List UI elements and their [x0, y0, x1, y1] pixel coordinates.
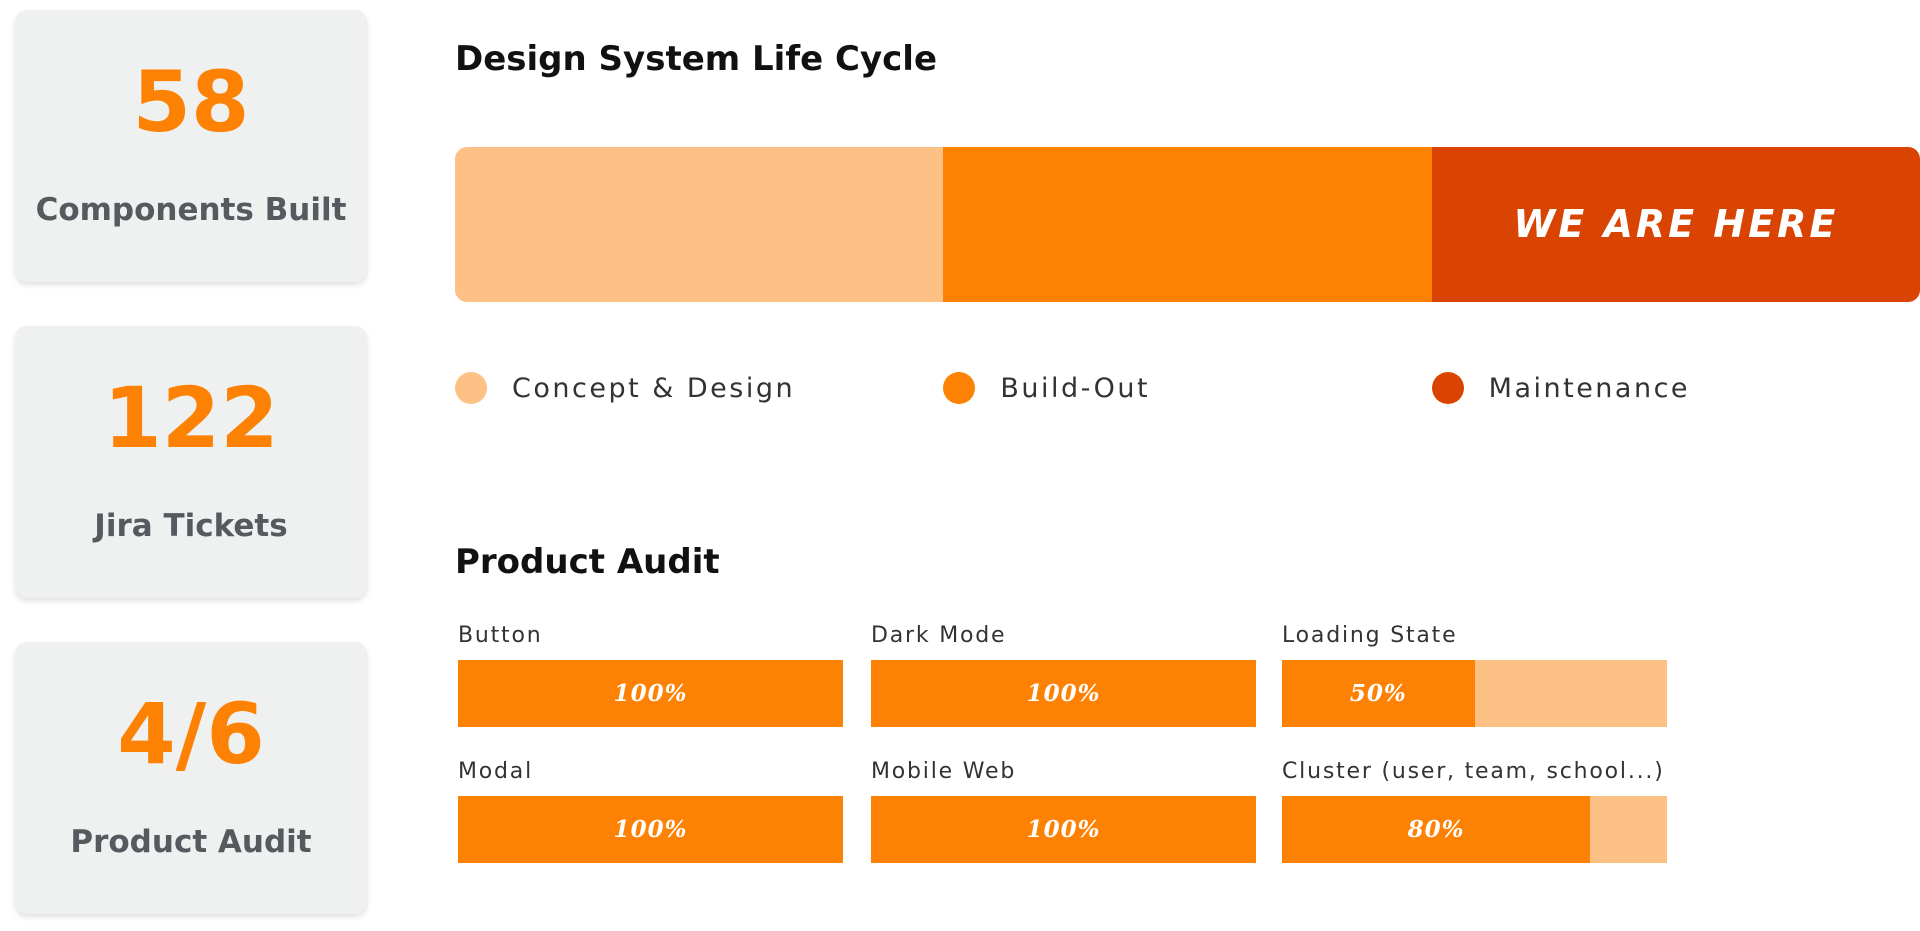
- stat-value: 122: [103, 369, 279, 467]
- audit-track: 100%: [458, 796, 843, 863]
- audit-value-label: 80%: [1407, 816, 1465, 843]
- current-stage-annotation: WE ARE HERE: [1513, 202, 1839, 246]
- audit-label: Cluster (user, team, school...): [1282, 759, 1665, 784]
- audit-label: Dark Mode: [871, 623, 1007, 648]
- stat-card: 122 Jira Tickets: [15, 326, 367, 598]
- stat-card: 58 Components Built: [15, 10, 367, 282]
- audit-bar: 100%: [871, 796, 1256, 863]
- lifecycle-bar: WE ARE HERE: [455, 147, 1920, 302]
- audit-value-label: 100%: [613, 816, 688, 843]
- audit-track: 50%: [1282, 660, 1667, 727]
- legend-dot: [943, 372, 976, 404]
- stat-label: Product Audit: [70, 824, 312, 860]
- audit-value-label: 50%: [1349, 680, 1407, 707]
- legend-dot: [1431, 372, 1464, 404]
- lifecycle-segment: [455, 147, 945, 302]
- audit-bar: 100%: [458, 660, 843, 727]
- audit-label: Modal: [458, 759, 533, 784]
- stat-value: 58: [132, 53, 250, 151]
- stat-label: Components Built: [35, 192, 347, 228]
- legend-dot: [455, 372, 487, 404]
- audit-value-label: 100%: [1026, 816, 1101, 843]
- audit-label: Mobile Web: [871, 759, 1017, 784]
- audit-track: 100%: [871, 660, 1256, 727]
- audit-bar: 50%: [1282, 660, 1475, 727]
- stat-label: Jira Tickets: [94, 508, 288, 544]
- audit-bar: 100%: [871, 660, 1256, 727]
- legend-label: Concept & Design: [512, 373, 796, 404]
- audit-value-label: 100%: [613, 680, 688, 707]
- audit-label: Loading State: [1282, 623, 1458, 648]
- stat-value: 4/6: [117, 685, 265, 783]
- audit-bar: 80%: [1282, 796, 1590, 863]
- audit-track: 100%: [458, 660, 843, 727]
- audit-label: Button: [458, 623, 543, 648]
- stat-card: 4/6 Product Audit: [15, 642, 367, 914]
- lifecycle-segment: [943, 147, 1433, 302]
- audit-track: 100%: [871, 796, 1256, 863]
- audit-track: 80%: [1282, 796, 1667, 863]
- legend-label: Maintenance: [1488, 373, 1691, 404]
- audit-title: Product Audit: [455, 542, 720, 582]
- audit-bar: 100%: [458, 796, 843, 863]
- audit-value-label: 100%: [1026, 680, 1101, 707]
- lifecycle-title: Design System Life Cycle: [455, 39, 938, 79]
- lifecycle-segment: WE ARE HERE: [1431, 147, 1920, 302]
- legend-label: Build-Out: [1000, 373, 1151, 404]
